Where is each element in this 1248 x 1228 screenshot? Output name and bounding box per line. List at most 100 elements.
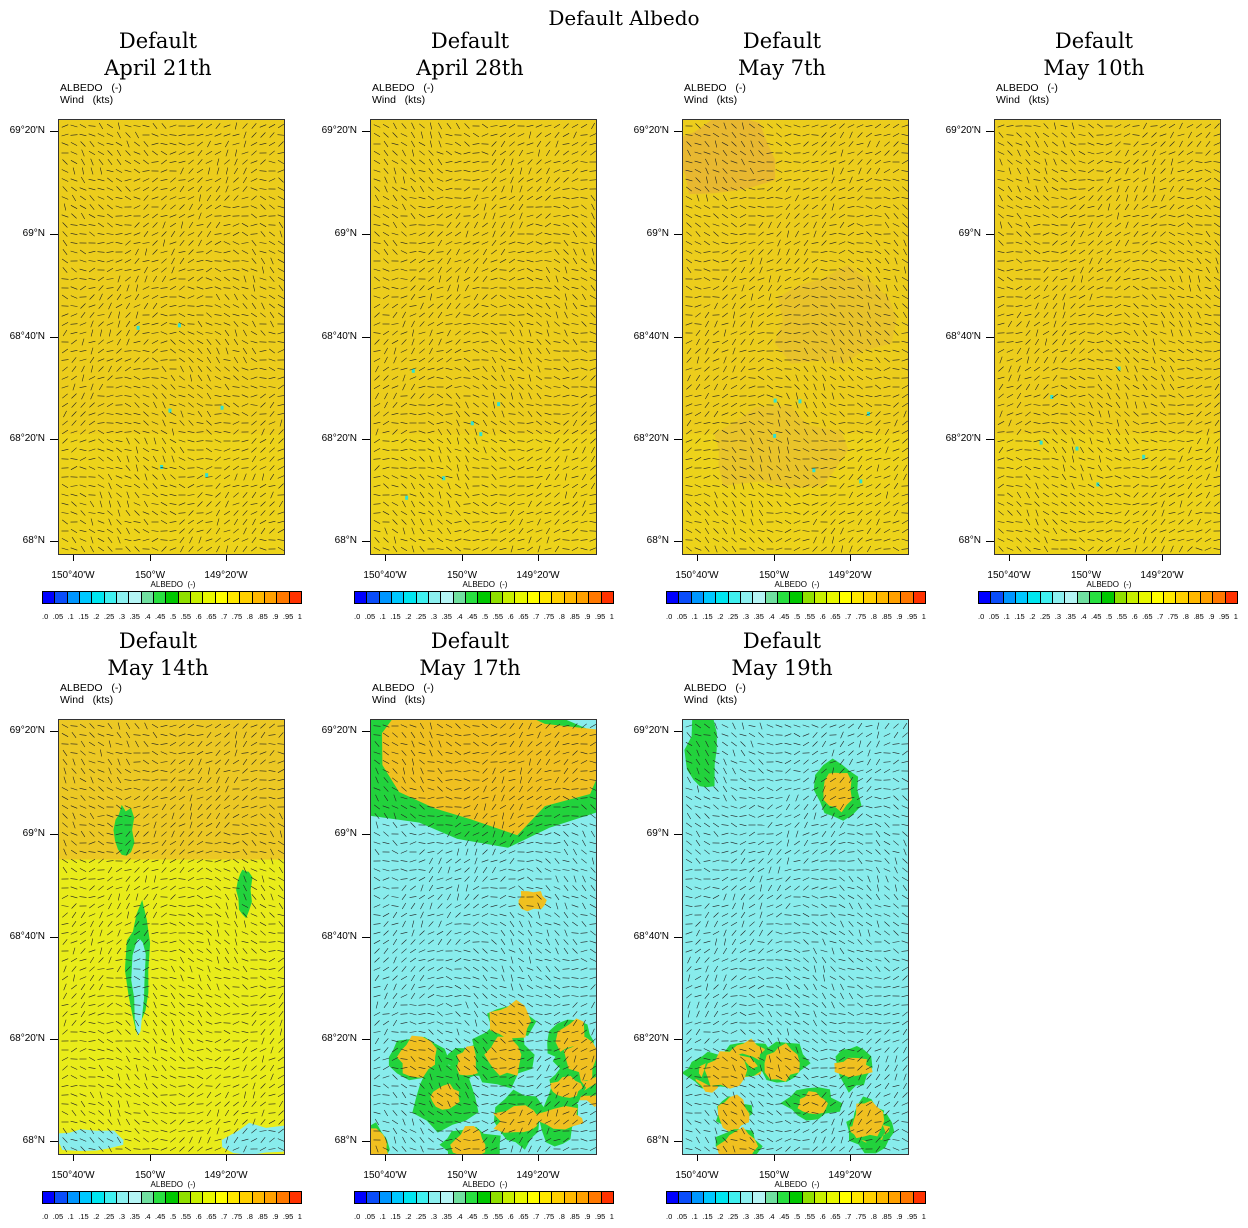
lat-tick bbox=[674, 439, 682, 440]
colorbar-tick-label: .65 bbox=[206, 612, 217, 621]
colorbar-swatch bbox=[753, 592, 766, 603]
colorbar-tick-label: .55 bbox=[492, 1212, 504, 1221]
colorbar-swatch bbox=[490, 592, 503, 603]
colorbar-swatch bbox=[765, 592, 778, 603]
lat-tick-label: 69°20'N bbox=[321, 125, 357, 136]
colorbar-tick-label: .35 bbox=[441, 612, 452, 621]
colorbar-swatch bbox=[478, 592, 491, 603]
colorbar-swatch bbox=[564, 1192, 577, 1203]
colorbar-swatch bbox=[215, 1192, 228, 1203]
colorbar-swatch bbox=[527, 592, 540, 603]
lon-tick-label: 150°W bbox=[446, 570, 478, 581]
colorbar-swatch bbox=[153, 592, 167, 603]
map-panel: Default May 19th ALBEDO (-) Wind (kts) 69°20… bbox=[624, 600, 936, 1221]
lon-tick bbox=[850, 1155, 851, 1161]
albedo-orange-patch bbox=[683, 120, 776, 195]
colorbar-tick-label: .75 bbox=[855, 612, 867, 621]
colorbar-swatch bbox=[252, 592, 265, 603]
lat-tick bbox=[362, 337, 370, 338]
colorbar-tick-label: .3 bbox=[430, 1212, 437, 1221]
colorbar-swatch bbox=[190, 592, 204, 603]
map-panel: Default May 10th ALBEDO (-) Wind (kts) 69°20… bbox=[936, 0, 1248, 621]
lat-tick-label: 68°N bbox=[334, 535, 357, 546]
panel-title-date: April 28th bbox=[416, 56, 524, 80]
colorbar-swatch bbox=[1139, 592, 1152, 603]
map-panel: Default May 7th ALBEDO (-) Wind (kts) 69°20'… bbox=[624, 0, 936, 621]
open-water-speck bbox=[479, 432, 483, 437]
map-panel: Default April 28th ALBEDO (-) Wind (kts) 69°… bbox=[312, 0, 624, 621]
snowmelt-patch bbox=[59, 1129, 124, 1151]
lat-tick bbox=[50, 439, 58, 440]
colorbar-swatch bbox=[104, 1192, 117, 1203]
colorbar-swatch bbox=[43, 592, 56, 603]
colorbar-swatch bbox=[802, 1192, 815, 1203]
lon-tick-label: 150°W bbox=[1070, 570, 1102, 581]
colorbar-swatch bbox=[740, 1192, 754, 1203]
open-water-speck bbox=[798, 399, 802, 404]
lat-tick-label: 69°N bbox=[958, 228, 981, 239]
colorbar-tick-label: .55 bbox=[1116, 612, 1128, 621]
lon-tick bbox=[385, 1155, 386, 1161]
colorbar bbox=[354, 591, 614, 604]
colorbar-tick-label: .8 bbox=[558, 1212, 565, 1221]
colorbar-tick-label: .1 bbox=[1003, 612, 1010, 621]
lon-tick-label: 150°W bbox=[134, 1170, 166, 1181]
lat-tick-label: 69°N bbox=[22, 228, 45, 239]
colorbar-tick-label: .15 bbox=[78, 1212, 89, 1221]
field-label-albedo: ALBEDO (-) bbox=[372, 682, 434, 694]
open-water-speck bbox=[405, 495, 409, 500]
lat-tick-label: 69°N bbox=[334, 228, 357, 239]
colorbar-tick-label: .1 bbox=[691, 612, 698, 621]
lon-tick-label: 150°40'W bbox=[675, 570, 719, 581]
lat-tick bbox=[50, 541, 58, 542]
lat-tick-label: 68°40'N bbox=[633, 331, 669, 342]
colorbar-swatch bbox=[1077, 592, 1090, 603]
colorbar-tick-label: .7 bbox=[1157, 612, 1164, 621]
lon-tick bbox=[226, 1155, 227, 1161]
albedo-map bbox=[58, 719, 285, 1155]
panel-title-date: May 7th bbox=[738, 56, 826, 80]
colorbar-swatch bbox=[814, 1192, 828, 1203]
wind-barbs bbox=[373, 122, 596, 553]
lat-tick bbox=[362, 439, 370, 440]
colorbar-tick-label: .85 bbox=[881, 612, 892, 621]
colorbar-tick-label: .8 bbox=[246, 612, 253, 621]
lat-tick bbox=[986, 131, 994, 132]
colorbar-swatch bbox=[453, 592, 466, 603]
colorbar-tick-label: .75 bbox=[1167, 612, 1179, 621]
colorbar-tick-label: .7 bbox=[533, 612, 540, 621]
colorbar-tick-label: .2 bbox=[93, 612, 100, 621]
lat-tick bbox=[362, 834, 370, 835]
colorbar-labels: .0.05.1 .15 .2.25.3 .35 .4 .45.5.55.6 .65 .7.75… bbox=[666, 612, 926, 621]
colorbar-swatch bbox=[404, 592, 417, 603]
colorbar-labels: .0.05.1 .15 .2.25.3 .35 .4 .45.5.55.6 .65 .7.75… bbox=[978, 612, 1238, 621]
lat-tick bbox=[986, 439, 994, 440]
colorbar-tick-label: .8 bbox=[1182, 612, 1189, 621]
colorbar-swatch bbox=[667, 1192, 680, 1203]
snow-free-patch bbox=[764, 1043, 800, 1082]
lat-tick bbox=[362, 937, 370, 938]
lon-tick bbox=[538, 1155, 539, 1161]
lat-tick-label: 68°40'N bbox=[321, 931, 357, 942]
field-label-albedo: ALBEDO (-) bbox=[684, 682, 746, 694]
colorbar-labels: .0.05.1 .15 .2.25.3 .35 .4 .45.5.55.6 .65 .7.75… bbox=[354, 612, 614, 621]
snowmelt-channel bbox=[131, 938, 146, 1036]
lon-tick bbox=[226, 555, 227, 561]
field-label-albedo: ALBEDO (-) bbox=[60, 82, 122, 94]
colorbar-swatch bbox=[141, 592, 154, 603]
colorbar-swatch bbox=[92, 592, 105, 603]
lat-tick bbox=[50, 834, 58, 835]
snow-free-patch bbox=[851, 1100, 885, 1139]
colorbar-tick-label: .55 bbox=[492, 612, 504, 621]
colorbar-tick-label: .1 bbox=[379, 1212, 386, 1221]
colorbar-tick-label: .0 bbox=[42, 1212, 49, 1221]
colorbar-tick-label: .95 bbox=[594, 1212, 606, 1221]
colorbar-swatch bbox=[79, 592, 93, 603]
snowmelt-patch bbox=[221, 1122, 284, 1154]
lon-tick-label: 150°W bbox=[758, 570, 790, 581]
colorbar-swatch bbox=[190, 1192, 204, 1203]
lat-tick bbox=[674, 1039, 682, 1040]
colorbar-swatch bbox=[502, 1192, 516, 1203]
colorbar-swatch bbox=[876, 1192, 889, 1203]
colorbar-tick-label: .15 bbox=[1014, 612, 1025, 621]
